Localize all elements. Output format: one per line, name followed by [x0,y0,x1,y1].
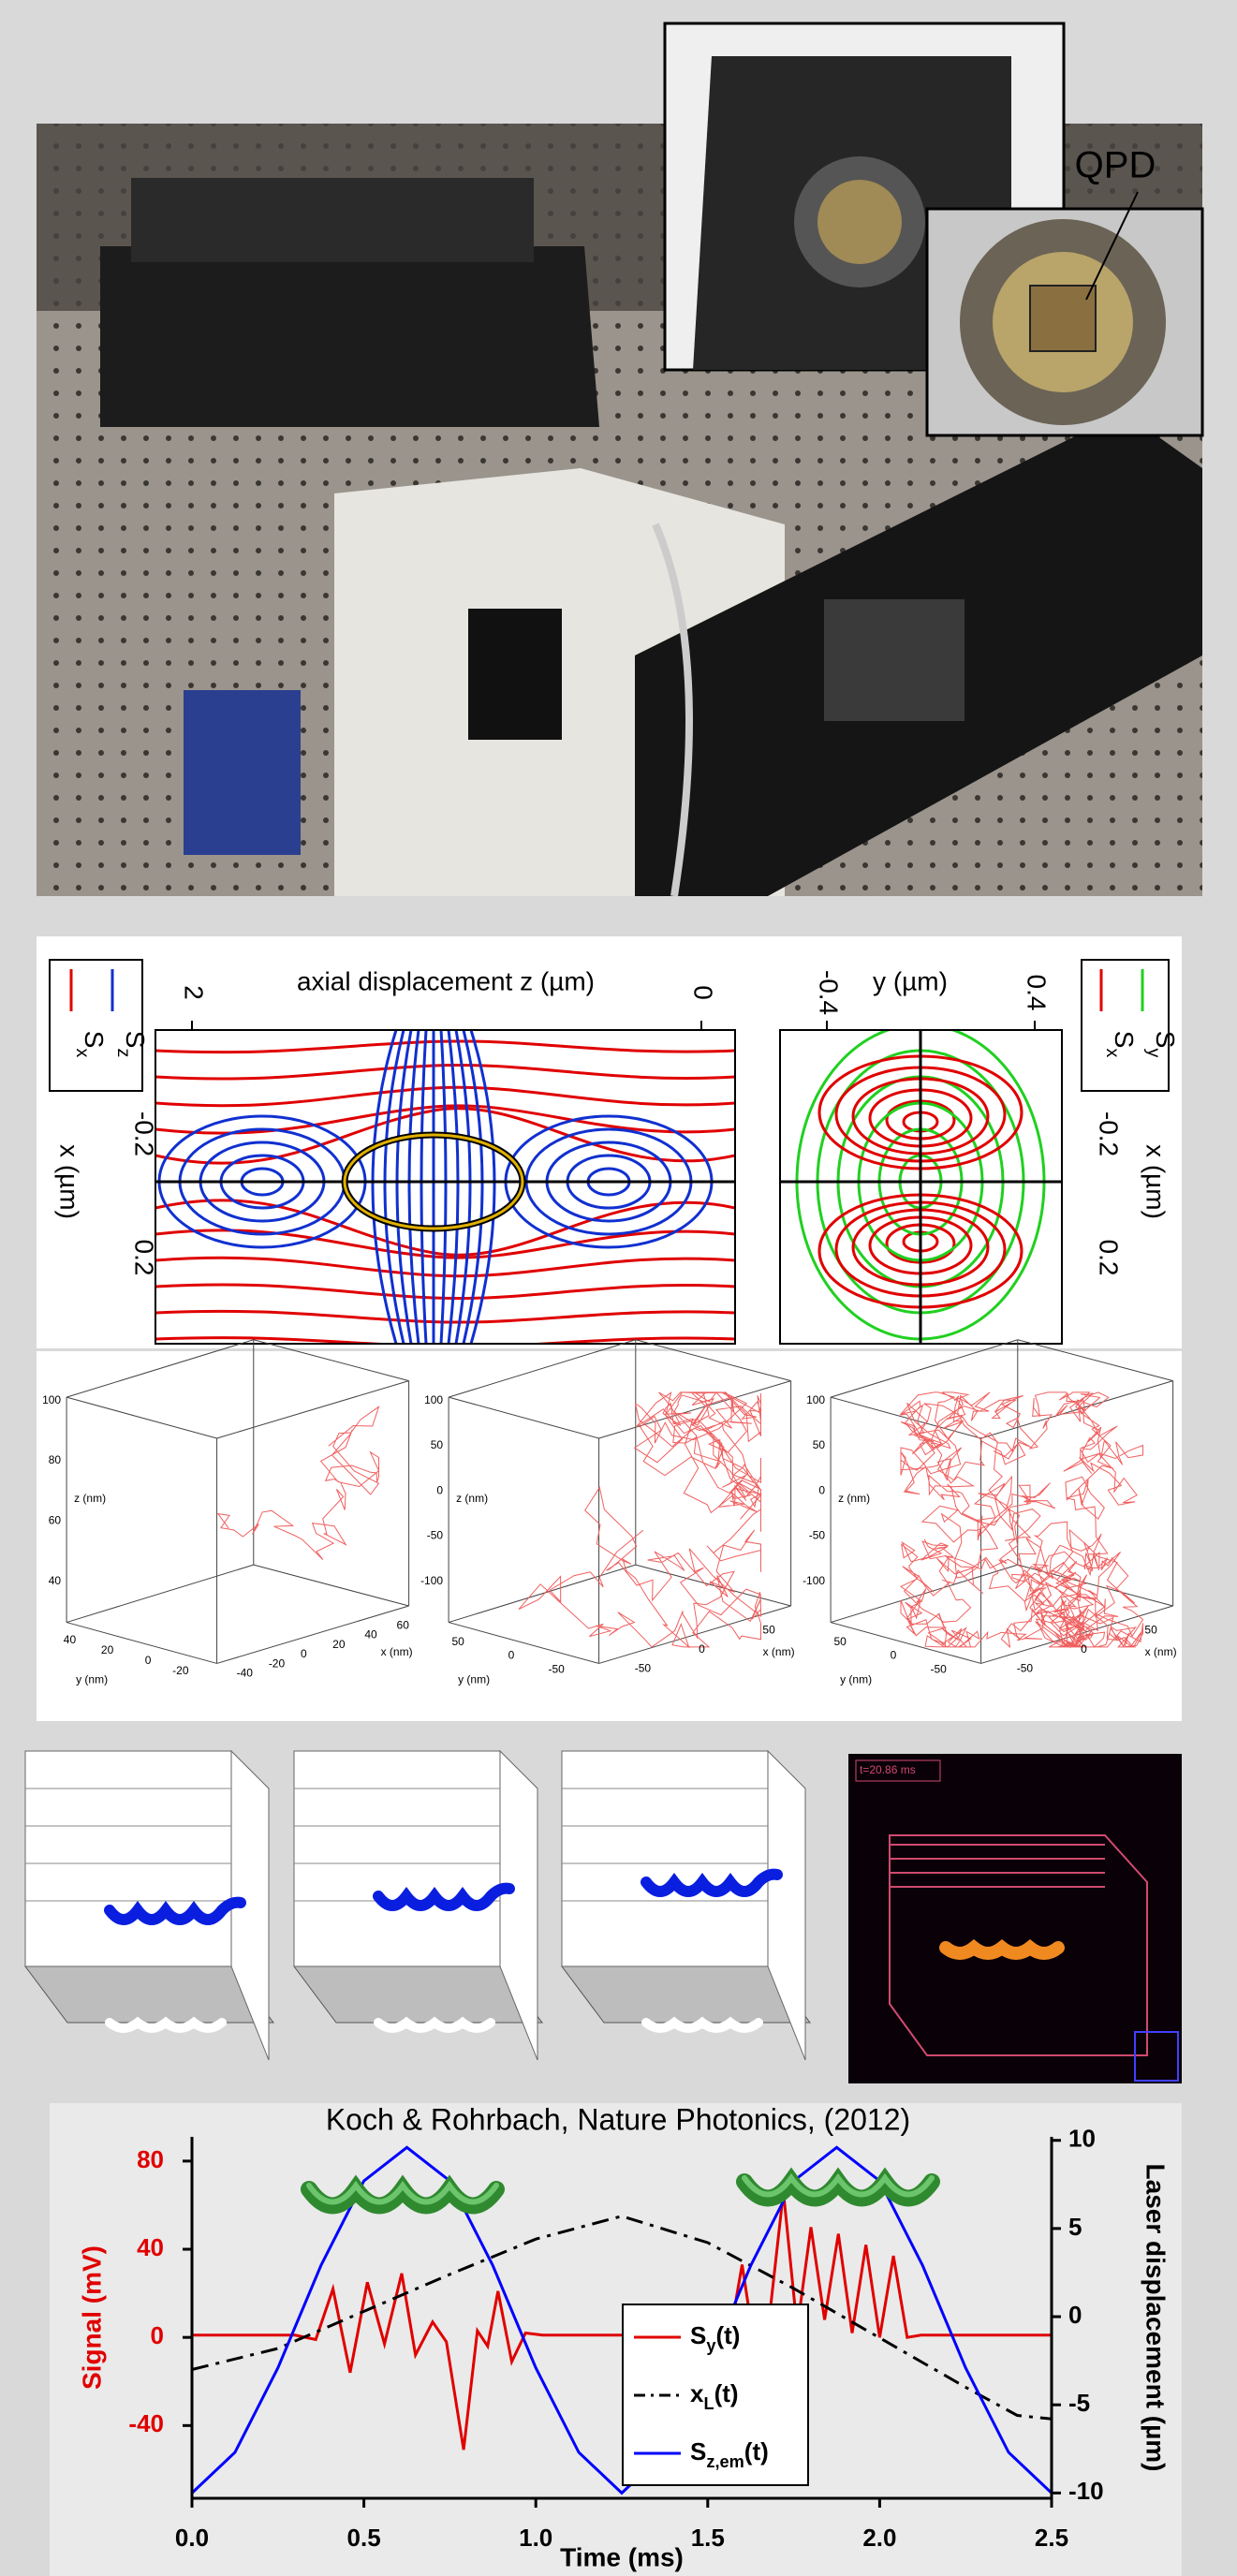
x-axis-label: Time (ms) [560,2542,684,2571]
z-tick-label: -100 [420,1574,443,1587]
x-tick-label: 2.0 [862,2524,896,2552]
y-tick-label: 20 [101,1643,114,1656]
y-tick-label: -20 [172,1664,189,1677]
x-tick-label: 0.4 [1023,975,1052,1011]
z-axis-label: z (nm) [456,1492,488,1505]
y-tick-label: -0.2 [1095,1111,1124,1156]
y2-tick-label: 10 [1068,2125,1096,2153]
y-axis-label: y (nm) [76,1673,108,1686]
y-axis-label: x (µm) [55,1144,84,1219]
x-tick-label: -50 [635,1661,652,1674]
z-tick-label: 60 [49,1514,62,1527]
reconstruction: t=20.86 ms [25,1751,1182,2083]
z-tick-label: 0 [436,1483,443,1496]
x-axis-label: x (nm) [763,1645,795,1658]
x-axis-label: x (nm) [381,1645,413,1658]
chart-title: Koch & Rohrbach, Nature Photonics, (2012… [326,2102,910,2136]
y-tick-label: -50 [548,1662,565,1675]
inset-label: QPD [1075,145,1156,186]
y2-tick-label: -5 [1068,2389,1090,2417]
y-tick-label: 0.2 [1095,1240,1124,1276]
timestamp: t=20.86 ms [860,1763,916,1776]
chart-panel [50,2103,1182,2576]
y-tick-label: 80 [137,2145,164,2173]
y-tick-label: 40 [137,2233,164,2261]
x-tick-label: 0 [699,1642,705,1656]
x-axis-label: x (nm) [1145,1645,1177,1658]
x-tick-label: -20 [269,1656,286,1670]
z-tick-label: -100 [803,1574,825,1587]
x-tick-label: 1.0 [519,2524,552,2552]
trajectory-panel [37,1351,1182,1721]
y-tick-label: 0 [891,1649,897,1662]
y-tick-label: 0 [151,2321,164,2349]
page: {"photo": {"inset_label": "QPD"}, "field… [0,0,1237,2576]
z-tick-label: -50 [427,1529,444,1542]
y-tick-label: -0.2 [130,1111,159,1156]
y2-tick-label: 5 [1068,2213,1082,2241]
z-tick-label: 100 [42,1393,61,1406]
x-tick-label: -40 [237,1667,254,1680]
z-axis-label: z (nm) [838,1492,870,1505]
y-tick-label: 0 [508,1649,515,1662]
x-tick-label: 1.5 [691,2524,725,2552]
z-axis-label: z (nm) [74,1492,106,1505]
z-tick-label: 100 [806,1393,825,1406]
y2-tick-label: 0 [1068,2301,1082,2329]
z-tick-label: 100 [424,1393,443,1406]
x-tick-label: 20 [332,1638,346,1651]
figure: QPD 100806040z (nm)40200-20y (nm)-40-200… [0,0,1237,2576]
z-tick-label: 0 [818,1483,825,1496]
y-tick-label: 0 [145,1654,152,1667]
y-axis-label: Signal (mV) [77,2245,106,2390]
x-tick-label: -0.4 [815,970,844,1015]
x-axis-label: y (µm) [873,966,948,995]
x-tick-label: 0 [1081,1642,1087,1656]
x-tick-label: 0.5 [347,2524,381,2552]
x-tick-label: -50 [1017,1661,1034,1674]
y2-tick-label: -10 [1068,2477,1104,2505]
x-tick-label: 2 [180,985,209,1000]
z-tick-label: 40 [49,1574,62,1587]
y-tick-label: 40 [64,1633,77,1646]
x-tick-label: 0 [689,985,718,1000]
x-tick-label: 0 [301,1647,307,1660]
x-tick-label: 40 [364,1628,377,1641]
z-tick-label: 80 [49,1453,62,1466]
x-tick-label: 0.0 [175,2524,209,2552]
x-tick-label: 50 [1144,1623,1157,1636]
x-axis-label: axial displacement z (µm) [297,966,595,995]
y-tick-label: -40 [128,2409,164,2437]
y-tick-label: 50 [451,1635,464,1648]
z-tick-label: 50 [431,1438,444,1451]
y-axis-label: x (µm) [1141,1144,1171,1219]
y2-axis-label: Laser displacement (µm) [1141,2164,1171,2472]
x-tick-label: 50 [762,1623,775,1636]
z-tick-label: -50 [809,1529,826,1542]
x-tick-label: 60 [397,1618,410,1631]
y-tick-label: 0.2 [130,1240,159,1276]
y-axis-label: y (nm) [840,1673,872,1686]
z-tick-label: 50 [813,1438,826,1451]
x-tick-label: 2.5 [1035,2524,1068,2552]
y-tick-label: -50 [930,1662,947,1675]
y-axis-label: y (nm) [458,1673,490,1686]
y-tick-label: 50 [833,1635,847,1648]
